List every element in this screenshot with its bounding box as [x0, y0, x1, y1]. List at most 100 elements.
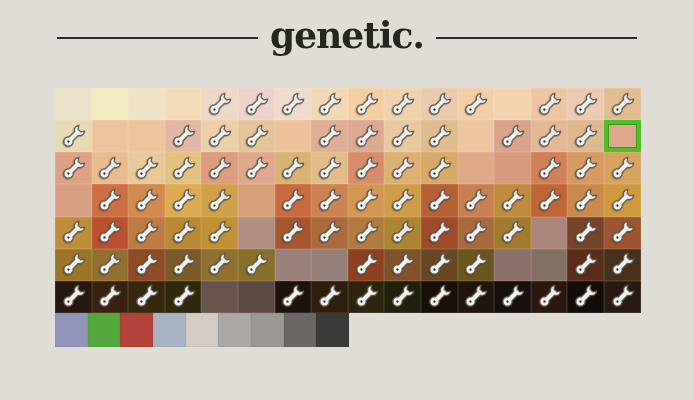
skin-tone-swatch[interactable]	[128, 184, 165, 217]
skin-tone-swatch[interactable]	[128, 216, 165, 249]
skin-tone-swatch[interactable]	[164, 152, 202, 185]
skin-tone-swatch[interactable]	[91, 120, 129, 153]
misc-color-swatch[interactable]	[250, 313, 284, 347]
skin-tone-swatch[interactable]	[311, 216, 348, 249]
skin-tone-swatch[interactable]	[530, 88, 568, 121]
skin-tone-swatch[interactable]	[494, 88, 531, 121]
skin-tone-swatch[interactable]	[567, 88, 604, 121]
skin-tone-swatch[interactable]	[274, 216, 312, 249]
skin-tone-swatch[interactable]	[530, 280, 568, 313]
skin-tone-swatch[interactable]	[55, 152, 92, 185]
skin-tone-swatch[interactable]	[201, 280, 238, 313]
skin-tone-swatch[interactable]	[347, 280, 385, 313]
skin-tone-swatch[interactable]	[603, 184, 641, 217]
skin-tone-swatch[interactable]	[91, 88, 129, 121]
skin-tone-swatch[interactable]	[457, 152, 495, 185]
skin-tone-swatch[interactable]	[457, 248, 495, 281]
skin-tone-swatch[interactable]	[55, 120, 92, 153]
misc-color-swatch[interactable]	[218, 313, 251, 347]
skin-tone-swatch[interactable]	[530, 248, 568, 281]
misc-color-swatch[interactable]	[152, 313, 186, 347]
skin-tone-swatch[interactable]	[420, 248, 458, 281]
skin-tone-swatch[interactable]	[274, 120, 312, 153]
skin-tone-swatch[interactable]	[494, 184, 531, 217]
skin-tone-swatch[interactable]	[55, 184, 92, 217]
skin-tone-swatch[interactable]	[457, 184, 495, 217]
skin-tone-swatch[interactable]	[420, 280, 458, 313]
skin-tone-swatch[interactable]	[128, 120, 165, 153]
skin-tone-swatch[interactable]	[530, 120, 568, 153]
skin-tone-swatch[interactable]	[603, 280, 641, 313]
skin-tone-swatch[interactable]	[164, 280, 202, 313]
skin-tone-swatch[interactable]	[128, 152, 165, 185]
skin-tone-swatch[interactable]	[55, 88, 92, 121]
skin-tone-swatch[interactable]	[274, 152, 312, 185]
skin-tone-swatch[interactable]	[420, 120, 458, 153]
skin-tone-swatch[interactable]	[420, 184, 458, 217]
skin-tone-swatch[interactable]	[91, 184, 129, 217]
skin-tone-swatch[interactable]	[567, 120, 604, 153]
skin-tone-swatch[interactable]	[567, 248, 604, 281]
skin-tone-swatch[interactable]	[384, 216, 421, 249]
skin-tone-swatch[interactable]	[384, 248, 421, 281]
skin-tone-swatch[interactable]	[567, 184, 604, 217]
skin-tone-swatch[interactable]	[567, 216, 604, 249]
skin-tone-swatch[interactable]	[201, 248, 238, 281]
skin-tone-swatch[interactable]	[603, 88, 641, 121]
skin-tone-swatch[interactable]	[91, 280, 129, 313]
skin-tone-swatch[interactable]	[91, 152, 129, 185]
skin-tone-swatch[interactable]	[55, 280, 92, 313]
skin-tone-swatch[interactable]	[384, 280, 421, 313]
skin-tone-swatch[interactable]	[164, 88, 202, 121]
skin-tone-swatch[interactable]	[384, 88, 421, 121]
skin-tone-swatch[interactable]	[347, 248, 385, 281]
skin-tone-swatch[interactable]	[420, 216, 458, 249]
skin-tone-swatch[interactable]	[347, 216, 385, 249]
skin-tone-swatch[interactable]	[494, 216, 531, 249]
skin-tone-swatch[interactable]	[91, 216, 129, 249]
skin-tone-swatch[interactable]	[237, 120, 275, 153]
skin-tone-swatch[interactable]	[347, 152, 385, 185]
skin-tone-swatch[interactable]	[274, 88, 312, 121]
skin-tone-swatch[interactable]	[164, 120, 202, 153]
skin-tone-swatch[interactable]	[567, 152, 604, 185]
skin-tone-swatch[interactable]	[274, 184, 312, 217]
skin-tone-swatch[interactable]	[384, 152, 421, 185]
skin-tone-swatch[interactable]	[55, 248, 92, 281]
skin-tone-swatch[interactable]	[494, 152, 531, 185]
skin-tone-swatch[interactable]	[164, 216, 202, 249]
skin-tone-swatch[interactable]	[457, 88, 495, 121]
skin-tone-swatch[interactable]	[201, 216, 238, 249]
skin-tone-swatch[interactable]	[237, 88, 275, 121]
skin-tone-swatch[interactable]	[420, 88, 458, 121]
skin-tone-swatch[interactable]	[384, 120, 421, 153]
skin-tone-swatch[interactable]	[237, 184, 275, 217]
skin-tone-swatch[interactable]	[311, 120, 348, 153]
skin-tone-swatch[interactable]	[128, 280, 165, 313]
skin-tone-swatch[interactable]	[164, 248, 202, 281]
skin-tone-swatch[interactable]	[311, 88, 348, 121]
skin-tone-swatch[interactable]	[530, 152, 568, 185]
misc-color-swatch[interactable]	[283, 313, 317, 347]
skin-tone-swatch[interactable]	[201, 184, 238, 217]
skin-tone-swatch[interactable]	[457, 280, 495, 313]
misc-color-swatch[interactable]	[120, 313, 153, 347]
misc-color-swatch[interactable]	[55, 313, 88, 347]
skin-tone-swatch[interactable]	[603, 248, 641, 281]
skin-tone-swatch[interactable]	[201, 120, 238, 153]
skin-tone-swatch-selected[interactable]	[603, 120, 641, 153]
misc-color-swatch[interactable]	[87, 313, 121, 347]
misc-color-swatch[interactable]	[316, 313, 349, 347]
skin-tone-swatch[interactable]	[237, 280, 275, 313]
skin-tone-swatch[interactable]	[530, 216, 568, 249]
skin-tone-swatch[interactable]	[55, 216, 92, 249]
skin-tone-swatch[interactable]	[420, 152, 458, 185]
skin-tone-swatch[interactable]	[347, 184, 385, 217]
skin-tone-swatch[interactable]	[128, 248, 165, 281]
skin-tone-swatch[interactable]	[237, 248, 275, 281]
skin-tone-swatch[interactable]	[237, 152, 275, 185]
skin-tone-swatch[interactable]	[311, 248, 348, 281]
skin-tone-swatch[interactable]	[530, 184, 568, 217]
misc-color-swatch[interactable]	[185, 313, 219, 347]
skin-tone-swatch[interactable]	[201, 88, 238, 121]
